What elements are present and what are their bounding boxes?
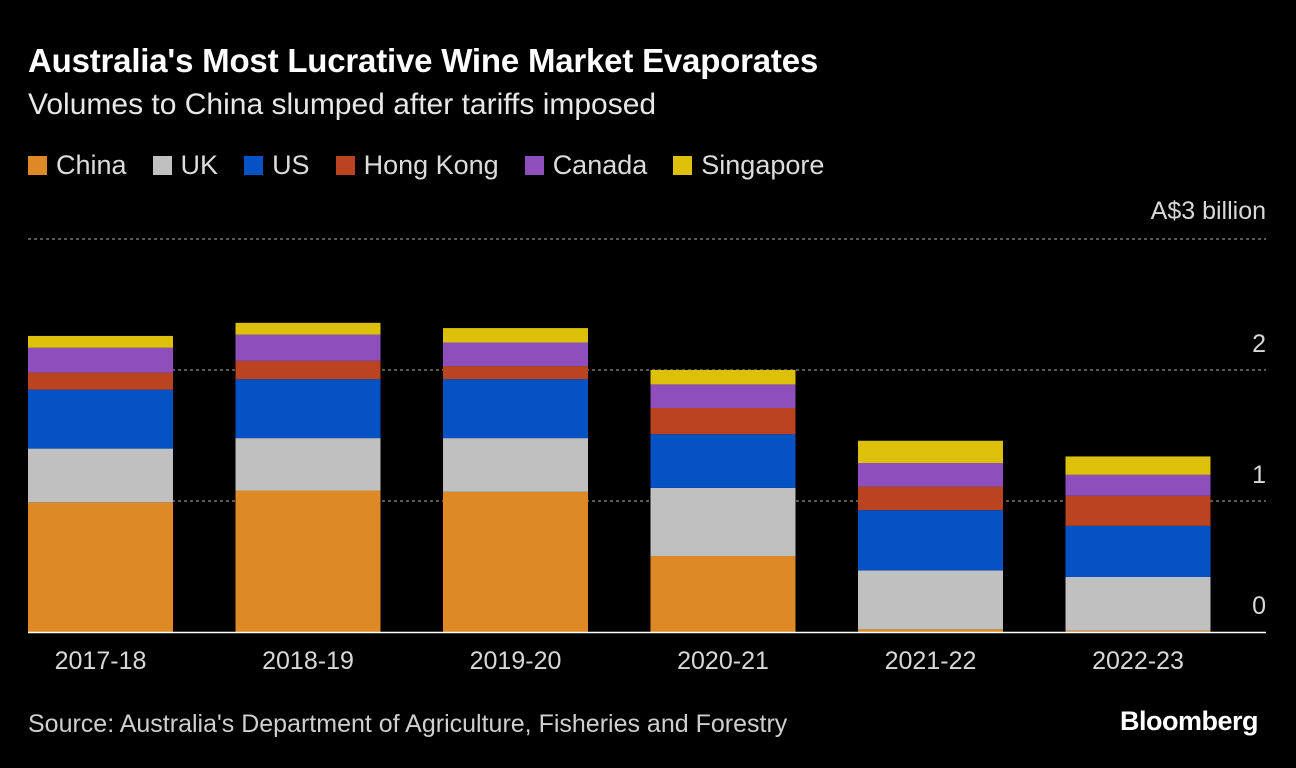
bar-2022-23-us <box>1065 525 1211 577</box>
bar-2020-21-china <box>650 556 796 632</box>
bar-2020-21-singapore <box>650 370 796 385</box>
bar-2021-22-singapore <box>858 440 1003 464</box>
legend: China UK US Hong Kong Canada Singapore <box>28 150 850 181</box>
legend-swatch-uk <box>152 156 172 175</box>
legend-item-singapore: Singapore <box>673 150 824 181</box>
bloomberg-logo: Bloomberg <box>1119 706 1259 736</box>
bar-2019-20-canada <box>443 342 588 367</box>
legend-swatch-hong-kong <box>335 156 355 175</box>
y-tick-label-1: 1 <box>1252 461 1266 489</box>
x-tick-label-2019-20: 2019-20 <box>470 647 562 675</box>
bar-2017-18-canada <box>28 347 173 373</box>
bar-2017-18-singapore <box>28 335 173 348</box>
x-tick-label-2017-18: 2017-18 <box>55 647 147 675</box>
bars <box>28 322 1211 632</box>
bar-2021-22-china <box>858 629 1003 632</box>
y-tick-label-2: 2 <box>1252 330 1266 358</box>
bar-2021-22-us <box>858 510 1003 571</box>
bar-2022-23-canada <box>1065 474 1211 496</box>
bar-2019-20-us <box>443 379 588 439</box>
legend-swatch-us <box>244 156 264 175</box>
bar-2021-22-uk <box>858 570 1003 630</box>
legend-label-china: China <box>56 150 127 180</box>
bar-2021-22-canada <box>858 463 1003 487</box>
bar-2022-23-china <box>1065 630 1211 632</box>
x-tick-labels: 2017-18 2018-19 2019-20 2020-21 2021-22 2022-… <box>55 647 1184 675</box>
bar-2022-23-uk <box>1065 576 1211 631</box>
legend-swatch-singapore <box>673 156 693 175</box>
chart-title: Australia's Most Lucrative Wine Market E… <box>28 42 819 79</box>
bar-2018-19-canada <box>235 334 381 361</box>
bar-2017-18-hong-kong <box>28 372 173 390</box>
legend-item-china: China <box>28 150 127 181</box>
x-tick-label-2021-22: 2021-22 <box>885 647 977 675</box>
legend-item-canada: Canada <box>524 150 648 181</box>
legend-label-canada: Canada <box>552 150 648 180</box>
source-note: Source: Australia's Department of Agricu… <box>28 710 788 738</box>
bar-2020-21-canada <box>650 384 796 408</box>
legend-label-uk: UK <box>180 150 219 180</box>
bar-2017-18-china <box>28 502 173 632</box>
legend-item-hong-kong: Hong Kong <box>335 150 499 181</box>
bar-2020-21-uk <box>650 487 796 557</box>
bar-2022-23-hong-kong <box>1065 495 1211 526</box>
y-tick-label-0: 0 <box>1252 592 1266 620</box>
legend-item-uk: UK <box>152 150 219 181</box>
legend-label-us: US <box>272 150 310 180</box>
legend-label-singapore: Singapore <box>701 150 825 180</box>
bar-2020-21-hong-kong <box>650 407 796 435</box>
legend-item-us: US <box>244 150 310 181</box>
bar-2019-20-china <box>443 491 588 632</box>
bar-2019-20-singapore <box>443 328 588 343</box>
bar-2017-18-uk <box>28 448 173 503</box>
bar-2020-21-us <box>650 434 796 488</box>
legend-swatch-china <box>28 156 47 175</box>
chart-subtitle: Volumes to China slumped after tariffs i… <box>28 88 657 121</box>
bar-2019-20-hong-kong <box>443 366 588 380</box>
gridlines <box>28 238 1266 502</box>
bar-2018-19-us <box>235 379 381 439</box>
bar-2018-19-uk <box>235 438 381 491</box>
bar-2022-23-singapore <box>1065 456 1211 475</box>
y-axis-unit-label: A$3 billion <box>1151 197 1266 225</box>
bar-2018-19-hong-kong <box>235 360 381 380</box>
bar-2018-19-china <box>235 490 381 632</box>
bar-2021-22-hong-kong <box>858 486 1003 511</box>
bar-2017-18-us <box>28 389 173 449</box>
x-tick-label-2022-23: 2022-23 <box>1092 647 1184 675</box>
x-tick-label-2018-19: 2018-19 <box>262 647 354 675</box>
x-tick-label-2020-21: 2020-21 <box>677 647 769 675</box>
bar-2018-19-singapore <box>235 322 381 335</box>
bar-2019-20-uk <box>443 438 588 492</box>
legend-swatch-canada <box>524 156 544 175</box>
legend-label-hong-kong: Hong Kong <box>363 150 499 180</box>
